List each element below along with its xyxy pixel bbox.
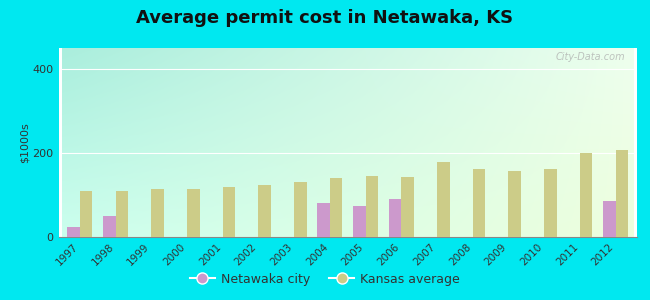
Bar (473, 169, 486, 237)
Bar (259, 184, 271, 237)
Bar (508, 171, 521, 237)
Bar (365, 176, 378, 237)
Bar (437, 162, 450, 237)
Legend: Netawaka city, Kansas average: Netawaka city, Kansas average (185, 268, 465, 291)
Bar (317, 203, 330, 237)
Bar (103, 216, 116, 237)
Bar (151, 189, 164, 237)
Text: Average permit cost in Netawaka, KS: Average permit cost in Netawaka, KS (136, 9, 514, 27)
Text: City-Data.com: City-Data.com (556, 52, 625, 62)
Bar (68, 226, 80, 237)
Bar (544, 169, 556, 237)
Bar (616, 150, 628, 237)
Bar (603, 201, 616, 237)
Bar (330, 178, 343, 237)
Bar (401, 177, 414, 237)
Bar (389, 199, 401, 237)
Bar (223, 187, 235, 237)
Bar (353, 206, 365, 237)
Bar (294, 182, 307, 237)
Bar (580, 153, 592, 237)
Bar (80, 191, 92, 237)
Bar (116, 191, 128, 237)
Y-axis label: $1000s: $1000s (20, 122, 30, 163)
Bar (187, 189, 200, 237)
